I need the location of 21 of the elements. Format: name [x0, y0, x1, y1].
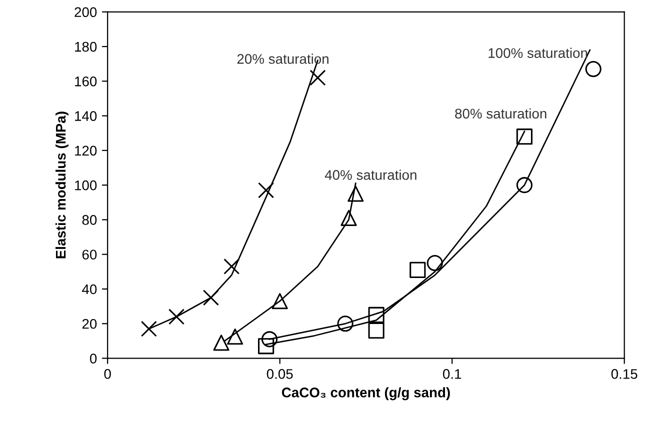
y-tick-label: 100: [75, 180, 97, 190]
x-tick-label: 0.1: [442, 369, 462, 379]
y-tick-label: 20: [82, 318, 97, 329]
x-tick-label: 0: [104, 369, 111, 379]
y-tick-label: 200: [74, 7, 97, 18]
y-tick-label: 120: [75, 146, 97, 156]
y-tick-label: 140: [75, 111, 97, 121]
series-label: 80% saturation: [455, 108, 546, 119]
series-label: 100% saturation: [488, 48, 588, 58]
x-axis-title: CaCO₃ content (g/g sand): [282, 387, 450, 400]
y-tick-label: 0: [90, 354, 97, 364]
series-label: 40% saturation: [324, 170, 416, 180]
y-tick-label: 80: [82, 215, 97, 225]
y-tick-label: 160: [75, 76, 97, 86]
y-axis-title: Elastic modulus (MPa): [55, 112, 68, 258]
x-tick-label: 0.05: [266, 369, 293, 379]
series-label: 20% saturation: [237, 54, 328, 64]
y-tick-label: 180: [75, 42, 97, 52]
y-tick-label: 40: [82, 284, 97, 294]
x-tick-label: 0.15: [611, 369, 638, 379]
y-tick-label: 60: [82, 250, 97, 260]
